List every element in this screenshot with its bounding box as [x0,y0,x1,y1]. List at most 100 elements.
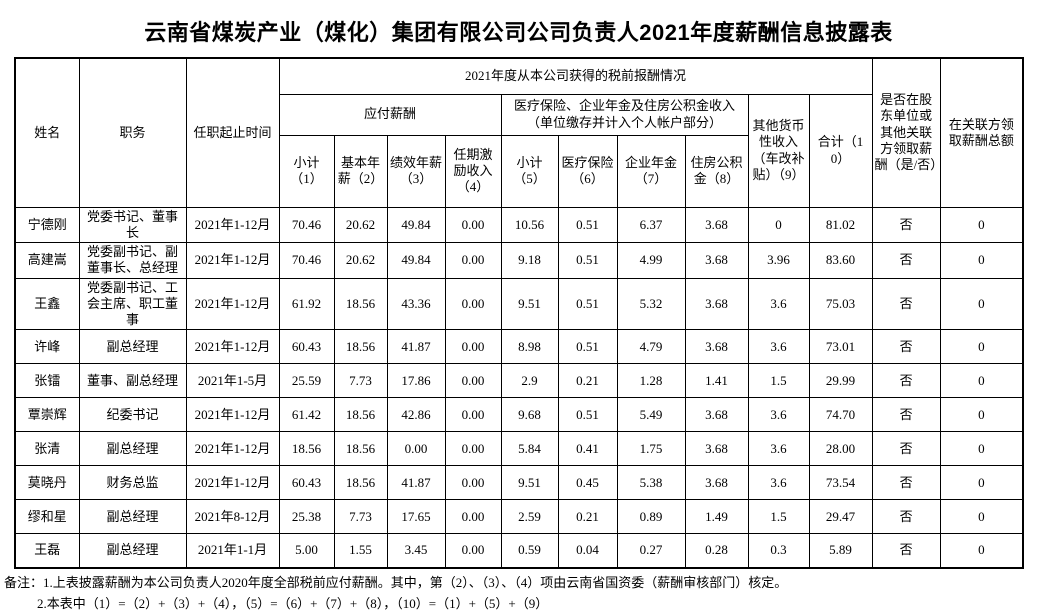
table-row: 莫晓丹 财务总监 2021年1-12月 60.43 18.56 41.87 0.00 9.51… [14,465,1024,501]
cell-total: 81.02 [808,206,873,243]
cell-shareholder-pay: 否 [871,465,941,501]
cell-performance-salary: 49.84 [386,242,446,279]
header-row-3: 小计（1） 基本年薪（2） 绩效年薪（3） 任期激励收入（4） 小计（5） 医疗… [15,134,1023,208]
cell-performance-salary: 41.87 [386,465,446,501]
cell-shareholder-pay: 否 [871,242,941,279]
cell-performance-salary: 41.87 [386,329,446,365]
cell-tenure-incentive: 0.00 [444,206,502,243]
cell-medical-insurance: 0.45 [557,465,618,501]
table-row: 张镭 董事、副总经理 2021年1-5月 25.59 7.73 17.86 0.00 2.9 0… [14,363,1024,399]
cell-medical-insurance: 0.51 [557,277,618,331]
cell-name: 许峰 [14,329,80,365]
th-housing-fund: 住房公积金（8） [684,134,749,208]
cell-position: 党委副书记、副董事长、总经理 [78,242,187,279]
cell-related-total: 0 [939,397,1024,433]
cell-other-monetary: 0 [747,206,810,243]
cell-tenure-incentive: 0.00 [444,431,502,467]
cell-subtotal-1: 61.92 [278,277,335,331]
cell-other-monetary: 3.6 [747,329,810,365]
cell-subtotal-1: 70.46 [278,242,335,279]
cell-subtotal-1: 61.42 [278,397,335,433]
cell-subtotal-5: 2.9 [500,363,559,399]
cell-position: 党委书记、董事长 [78,206,187,243]
th-pretax-group: 2021年度从本公司获得的税前报酬情况 [278,57,873,95]
cell-subtotal-1: 25.59 [278,363,335,399]
cell-term: 2021年1-1月 [185,533,280,569]
cell-enterprise-annuity: 6.37 [616,206,686,243]
cell-other-monetary: 3.6 [747,277,810,331]
cell-total: 28.00 [808,431,873,467]
cell-total: 29.47 [808,499,873,535]
cell-term: 2021年1-12月 [185,277,280,331]
cell-base-salary: 18.56 [333,431,388,467]
cell-position: 党委副书记、工会主席、职工董事 [78,277,187,331]
cell-medical-insurance: 0.21 [557,499,618,535]
th-performance-salary: 绩效年薪（3） [386,134,446,208]
cell-term: 2021年8-12月 [185,499,280,535]
cell-tenure-incentive: 0.00 [444,242,502,279]
th-enterprise-annuity: 企业年金（7） [616,134,686,208]
cell-other-monetary: 0.3 [747,533,810,569]
cell-position: 副总经理 [78,499,187,535]
table-row: 宁德刚 党委书记、董事长 2021年1-12月 70.46 20.62 49.84 0.00… [14,206,1024,243]
cell-enterprise-annuity: 5.49 [616,397,686,433]
cell-shareholder-pay: 否 [871,277,941,331]
table-row: 许峰 副总经理 2021年1-12月 60.43 18.56 41.87 0.00 8.98 0… [14,329,1024,365]
cell-subtotal-1: 60.43 [278,465,335,501]
cell-name: 张镭 [14,363,80,399]
cell-related-total: 0 [939,533,1024,569]
cell-other-monetary: 3.6 [747,431,810,467]
cell-base-salary: 18.56 [333,277,388,331]
cell-other-monetary: 3.6 [747,465,810,501]
cell-total: 74.70 [808,397,873,433]
cell-name: 宁德刚 [14,206,80,243]
cell-housing-fund: 3.68 [684,431,749,467]
cell-term: 2021年1-12月 [185,329,280,365]
cell-position: 董事、副总经理 [78,363,187,399]
cell-shareholder-pay: 否 [871,499,941,535]
cell-medical-insurance: 0.41 [557,431,618,467]
cell-name: 缪和星 [14,499,80,535]
cell-tenure-incentive: 0.00 [444,363,502,399]
cell-medical-insurance: 0.51 [557,242,618,279]
table-row: 高建嵩 党委副书记、副董事长、总经理 2021年1-12月 70.46 20.62 49.… [14,242,1024,279]
th-related-total: 在关联方领取薪酬总额 [939,57,1024,208]
cell-enterprise-annuity: 5.38 [616,465,686,501]
cell-related-total: 0 [939,465,1024,501]
cell-name: 高建嵩 [14,242,80,279]
cell-name: 张清 [14,431,80,467]
cell-housing-fund: 3.68 [684,465,749,501]
cell-position: 副总经理 [78,533,187,569]
cell-enterprise-annuity: 1.75 [616,431,686,467]
cell-related-total: 0 [939,329,1024,365]
cell-total: 75.03 [808,277,873,331]
cell-tenure-incentive: 0.00 [444,329,502,365]
cell-base-salary: 18.56 [333,465,388,501]
th-insurance-group: 医疗保险、企业年金及住房公积金收入（单位缴存并计入个人帐户部分） [500,93,749,136]
cell-shareholder-pay: 否 [871,533,941,569]
cell-housing-fund: 3.68 [684,206,749,243]
cell-position: 副总经理 [78,431,187,467]
cell-position: 纪委书记 [78,397,187,433]
header-row-2: 应付薪酬 医疗保险、企业年金及住房公积金收入（单位缴存并计入个人帐户部分） 其他… [15,93,1023,208]
cell-medical-insurance: 0.51 [557,397,618,433]
cell-shareholder-pay: 否 [871,431,941,467]
cell-performance-salary: 3.45 [386,533,446,569]
cell-subtotal-5: 9.18 [500,242,559,279]
th-other-monetary: 其他货币性收入（车改补贴）（9） [747,93,810,208]
cell-performance-salary: 42.86 [386,397,446,433]
cell-tenure-incentive: 0.00 [444,397,502,433]
cell-subtotal-5: 9.51 [500,465,559,501]
cell-housing-fund: 3.68 [684,277,749,331]
cell-subtotal-5: 8.98 [500,329,559,365]
cell-shareholder-pay: 否 [871,329,941,365]
cell-subtotal-1: 18.56 [278,431,335,467]
cell-related-total: 0 [939,206,1024,243]
cell-tenure-incentive: 0.00 [444,533,502,569]
cell-term: 2021年1-12月 [185,206,280,243]
cell-performance-salary: 43.36 [386,277,446,331]
cell-enterprise-annuity: 0.89 [616,499,686,535]
cell-medical-insurance: 0.51 [557,329,618,365]
cell-other-monetary: 3.6 [747,397,810,433]
cell-base-salary: 20.62 [333,206,388,243]
